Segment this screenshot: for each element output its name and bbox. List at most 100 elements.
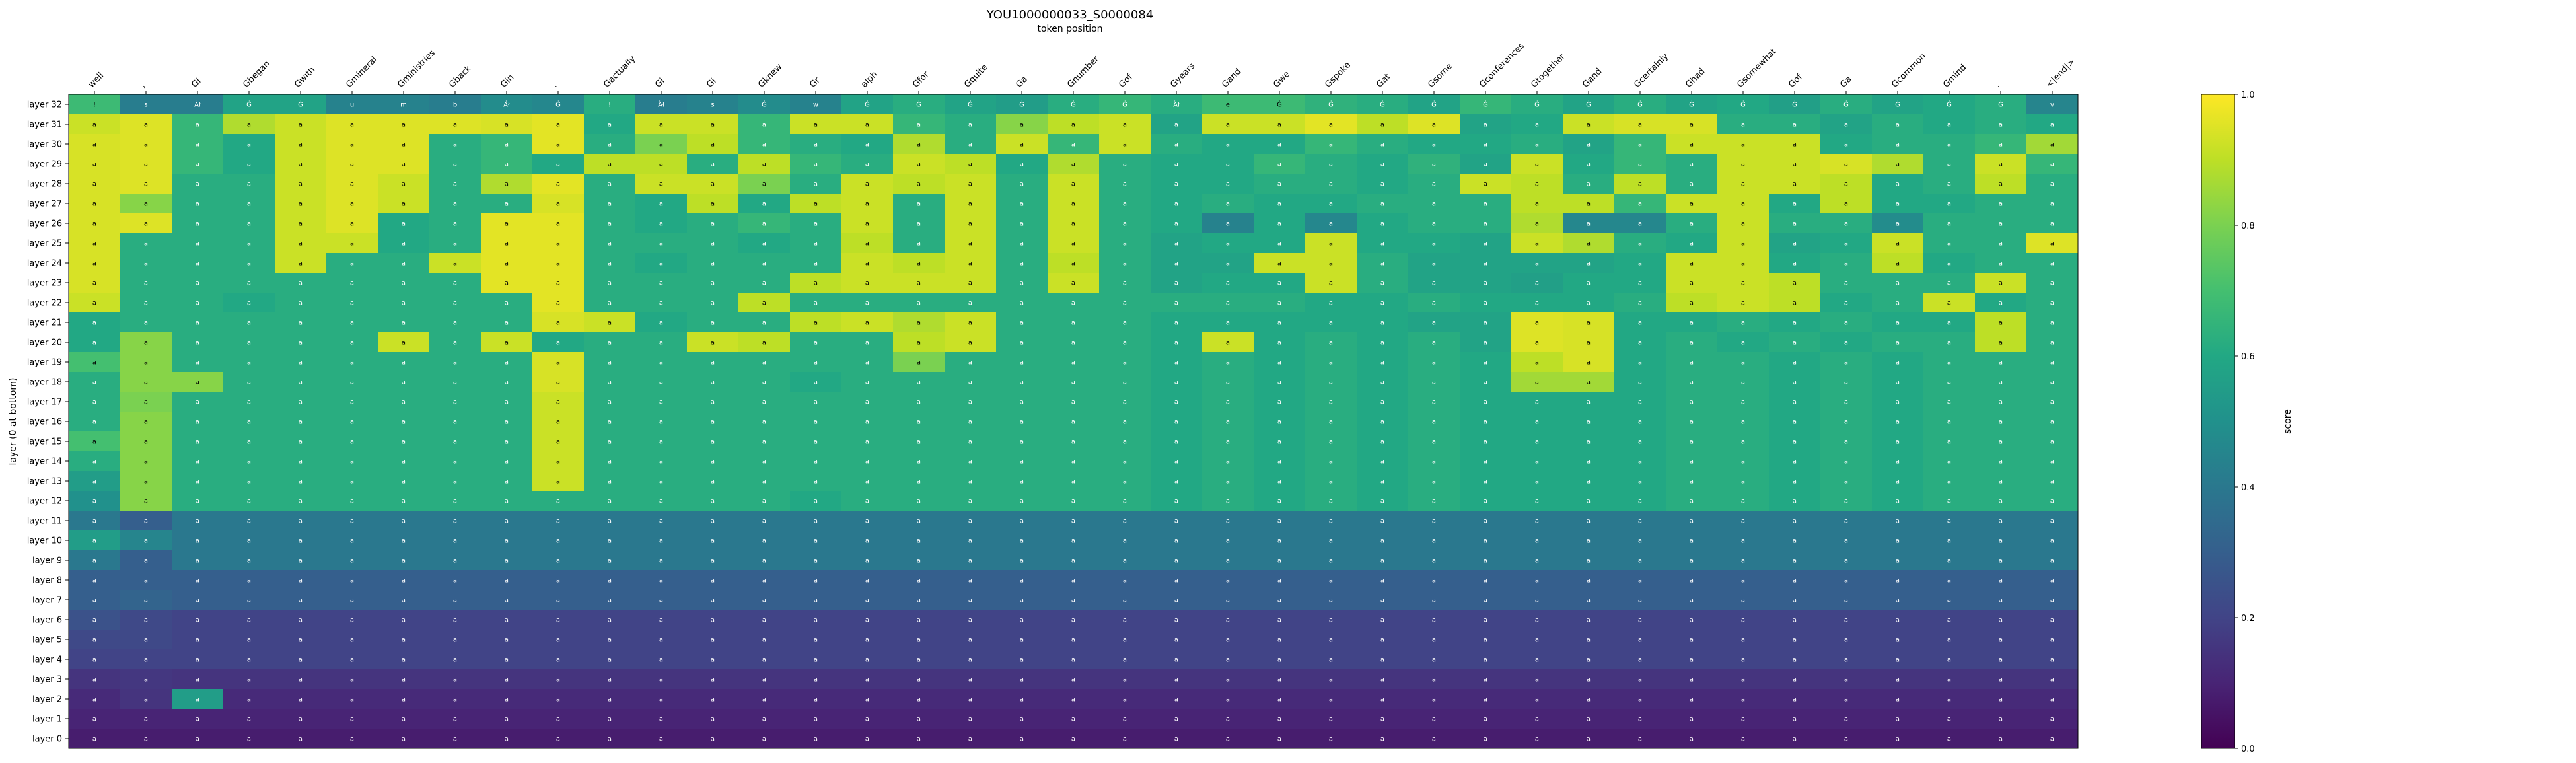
heatmap-cell: [326, 312, 378, 333]
cell-label: b: [453, 102, 457, 109]
cell-label: a: [196, 716, 199, 723]
cell-label: a: [917, 122, 921, 129]
cell-label: a: [299, 161, 303, 168]
heatmap-cell: [1254, 471, 1306, 491]
heatmap-cell: [996, 511, 1048, 531]
cell-label: a: [1535, 340, 1539, 347]
cell-label: a: [1999, 340, 2003, 347]
cell-label: a: [1999, 141, 2003, 149]
heatmap-cell: [996, 174, 1048, 194]
heatmap-cell: [326, 491, 378, 511]
cell-label: a: [505, 597, 509, 604]
cell-label: a: [917, 597, 921, 604]
heatmap-cell: [1666, 431, 1718, 452]
heatmap-cell: [2026, 293, 2079, 313]
heatmap-cell: [2026, 412, 2079, 432]
heatmap-cell: [1357, 669, 1409, 690]
cell-label: a: [1741, 696, 1745, 704]
cell-label: a: [1638, 637, 1642, 644]
heatmap-cell: [1975, 530, 2027, 551]
cell-label: a: [1123, 696, 1127, 704]
heatmap-cell: [120, 451, 172, 472]
cell-label: a: [1638, 221, 1642, 228]
cell-label: a: [659, 478, 663, 486]
heatmap-cell: [120, 372, 172, 392]
heatmap-cell: [790, 412, 842, 432]
heatmap-cell: [635, 233, 688, 254]
cell-label: a: [968, 716, 972, 723]
heatmap-cell: [1408, 293, 1460, 313]
cell-label: a: [1793, 637, 1797, 644]
heatmap-cell: [1769, 213, 1821, 234]
cell-label: a: [196, 141, 199, 149]
heatmap-cell: [429, 293, 482, 313]
heatmap-cell: [172, 174, 224, 194]
heatmap-cell: [2026, 372, 2079, 392]
x-tick-label: Gi: [190, 77, 203, 90]
heatmap-cell: [2026, 312, 2079, 333]
cell-label: a: [762, 458, 766, 466]
cell-label: a: [659, 161, 663, 168]
heatmap-cell: [1511, 511, 1563, 531]
heatmap-cell: [1305, 312, 1357, 333]
cell-label: a: [968, 577, 972, 585]
heatmap-cell: [687, 174, 739, 194]
heatmap-cell: [1614, 610, 1666, 630]
cell-label: a: [453, 399, 457, 406]
cell-label: a: [144, 498, 148, 505]
heatmap-cell: [1254, 352, 1306, 373]
heatmap-cell: [841, 134, 894, 155]
cell-label: a: [1484, 419, 1487, 426]
heatmap-cell: [1305, 491, 1357, 511]
heatmap-cell: [1254, 94, 1306, 115]
cell-label: a: [1329, 399, 1333, 406]
cell-label: a: [917, 478, 921, 486]
heatmap-cell: [1460, 412, 1512, 432]
cell-label: a: [453, 657, 457, 664]
heatmap-cell: [429, 134, 482, 155]
cell-label: a: [1947, 320, 1951, 327]
heatmap-cell: [1305, 134, 1357, 155]
cell-label: a: [1020, 518, 1024, 525]
heatmap-cell: [1099, 729, 1151, 749]
cell-label: a: [299, 141, 303, 149]
heatmap-cell: [841, 729, 894, 749]
heatmap-cell: [1717, 709, 1770, 729]
heatmap-cell: [120, 213, 172, 234]
y-tick-label: layer 29: [27, 160, 62, 170]
cell-label: a: [453, 320, 457, 327]
heatmap-cell: [841, 273, 894, 293]
heatmap-cell: [1408, 530, 1460, 551]
heatmap-cell: [1305, 550, 1357, 571]
cell-label: a: [1380, 340, 1384, 347]
heatmap-cell: [1099, 273, 1151, 293]
cell-label: a: [1174, 379, 1178, 386]
heatmap-cell: [1408, 174, 1460, 194]
cell-label: a: [92, 320, 96, 327]
heatmap-cell: [429, 709, 482, 729]
cell-label: a: [1793, 240, 1797, 248]
cell-label: a: [1741, 359, 1745, 367]
heatmap-cell: [275, 689, 327, 709]
heatmap-cell: [1769, 114, 1821, 135]
heatmap-cell: [223, 689, 275, 709]
cell-label: a: [2050, 676, 2054, 684]
cell-label: a: [1587, 340, 1591, 347]
heatmap-cell: [1048, 570, 1100, 591]
heatmap-cell: [1563, 233, 1615, 254]
heatmap-cell: [1666, 630, 1718, 650]
heatmap-cell: [532, 550, 585, 571]
heatmap-cell: [172, 550, 224, 571]
cell-label: a: [917, 399, 921, 406]
x-tick-label: Gfor: [911, 69, 931, 90]
cell-label: a: [247, 320, 251, 327]
cell-label: a: [917, 617, 921, 624]
cell-label: a: [299, 320, 303, 327]
heatmap-cell: [635, 94, 688, 115]
cell-label: a: [1123, 399, 1127, 406]
cell-label: a: [865, 359, 869, 367]
cell-label: a: [711, 240, 715, 248]
heatmap-cell: [1717, 372, 1770, 392]
heatmap-cell: [378, 649, 430, 670]
cell-label: a: [917, 181, 921, 188]
